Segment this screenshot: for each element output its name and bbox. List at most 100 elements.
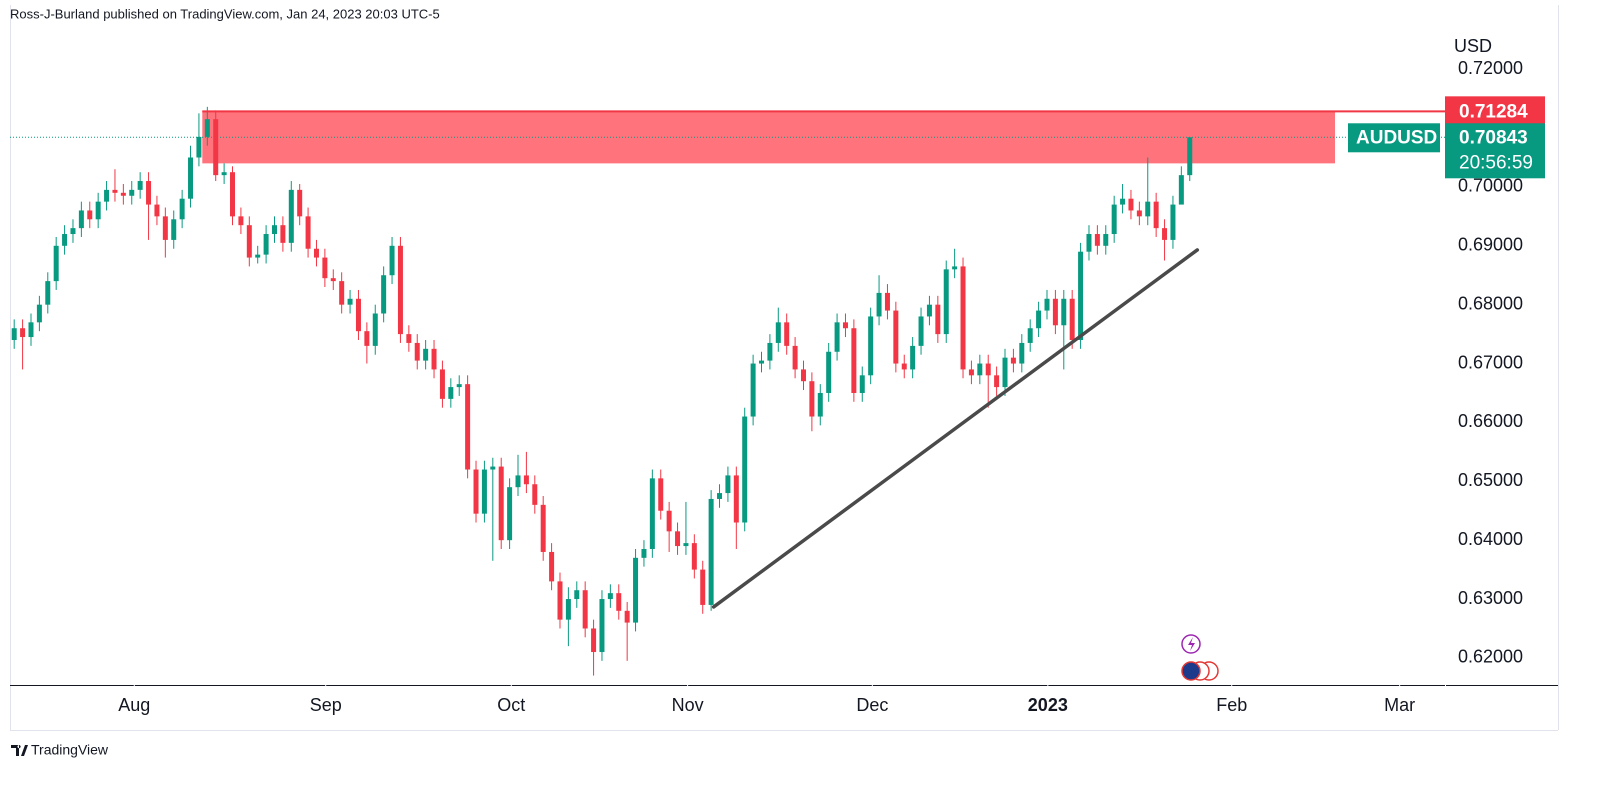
candle-body (851, 328, 857, 393)
y-tick-label: 0.69000 (1458, 235, 1523, 255)
candle-body (112, 189, 118, 193)
candle-body (188, 157, 194, 199)
candle-body (347, 298, 353, 305)
candle-body (658, 478, 664, 511)
candle-body (104, 189, 110, 202)
candle-body (162, 216, 168, 240)
event-bolt (1188, 637, 1195, 651)
x-tick-label: 2023 (1028, 695, 1068, 715)
candle-body (70, 228, 76, 235)
candle-body (994, 375, 1000, 388)
y-tick-label: 0.66000 (1458, 411, 1523, 431)
y-tick-label: 0.62000 (1458, 647, 1523, 667)
candle-body (616, 593, 622, 611)
candle-body (952, 266, 958, 270)
last-price-tag (1445, 123, 1545, 179)
candle-body (431, 348, 437, 370)
candle-body (574, 590, 580, 600)
candle-body (507, 487, 513, 541)
candle-body (1187, 137, 1193, 176)
candle-body (565, 599, 571, 620)
candle-body (1010, 357, 1016, 364)
candle-body (859, 375, 865, 393)
candle-body (591, 628, 597, 653)
candle-body (62, 234, 68, 246)
candle-body (842, 322, 848, 329)
event-icons (1181, 634, 1219, 681)
candle-body (355, 298, 361, 332)
x-tick-label: Aug (118, 695, 150, 715)
footer-brand: TradingView (31, 742, 109, 758)
candle-body (1078, 251, 1084, 340)
candle-body (322, 257, 328, 279)
candle-body (523, 475, 529, 485)
candle-body (792, 345, 798, 370)
candle-body (171, 219, 177, 240)
y-tick-label: 0.72000 (1458, 58, 1523, 78)
candle-body (305, 216, 311, 249)
candle-body (288, 189, 294, 243)
candle-body (977, 363, 983, 376)
candle-body (20, 328, 26, 338)
candle-body (607, 593, 613, 600)
candle-body (649, 478, 655, 549)
candle-body (481, 469, 487, 514)
candle-body (45, 281, 51, 305)
candle-body (280, 225, 286, 243)
candle-body (809, 381, 815, 417)
candle-body (901, 363, 907, 370)
candle-body (439, 369, 445, 399)
candle-body (691, 543, 697, 570)
candle-body (893, 310, 899, 364)
tv-logo: TradingView (11, 742, 109, 758)
candle-body (1027, 328, 1033, 343)
candle-body (381, 275, 387, 314)
candle-body (666, 510, 672, 532)
candle-body (1170, 204, 1176, 240)
candle-body (876, 292, 882, 317)
candle-body (826, 351, 832, 393)
candle-body (540, 504, 546, 552)
candle-body (36, 304, 42, 323)
candle-body (313, 248, 319, 258)
candle-body (456, 384, 462, 388)
candle-body (414, 342, 420, 361)
candle-body (759, 360, 765, 364)
y-tick-label: 0.70000 (1458, 176, 1523, 196)
candle-body (330, 278, 336, 282)
candle-body (775, 322, 781, 343)
flag-icon (1181, 661, 1201, 681)
y-tick-label: 0.67000 (1458, 352, 1523, 372)
candle-body (146, 181, 152, 205)
candle-body (868, 316, 874, 376)
candle-body (700, 569, 706, 605)
candle-body (238, 216, 244, 226)
candle-body (742, 416, 748, 523)
candle-body (557, 581, 563, 620)
candle-body (943, 269, 949, 335)
candle-body (834, 322, 840, 352)
candle-body (179, 198, 185, 220)
candle-body (271, 225, 277, 235)
candle-body (204, 119, 210, 137)
candle-body (1044, 298, 1050, 311)
candle-body (1136, 210, 1142, 217)
candle-body (1052, 298, 1058, 326)
candle-body (725, 475, 731, 494)
last-price-label: 0.70843 (1459, 127, 1528, 148)
candle-body (800, 369, 806, 382)
candle-body (582, 590, 588, 629)
candle-body (985, 363, 991, 376)
candle-body (297, 189, 303, 217)
candle-body (137, 181, 143, 190)
candle-body (1178, 175, 1184, 205)
candle-body (95, 201, 101, 220)
candle-body (372, 313, 378, 346)
candle-body (389, 245, 395, 276)
x-tick-label: Feb (1216, 695, 1247, 715)
candle-body (87, 210, 93, 220)
logo-mark (11, 745, 28, 756)
symbol-tag (1348, 123, 1440, 153)
candle-body (918, 316, 924, 346)
candle-body (1086, 234, 1092, 252)
